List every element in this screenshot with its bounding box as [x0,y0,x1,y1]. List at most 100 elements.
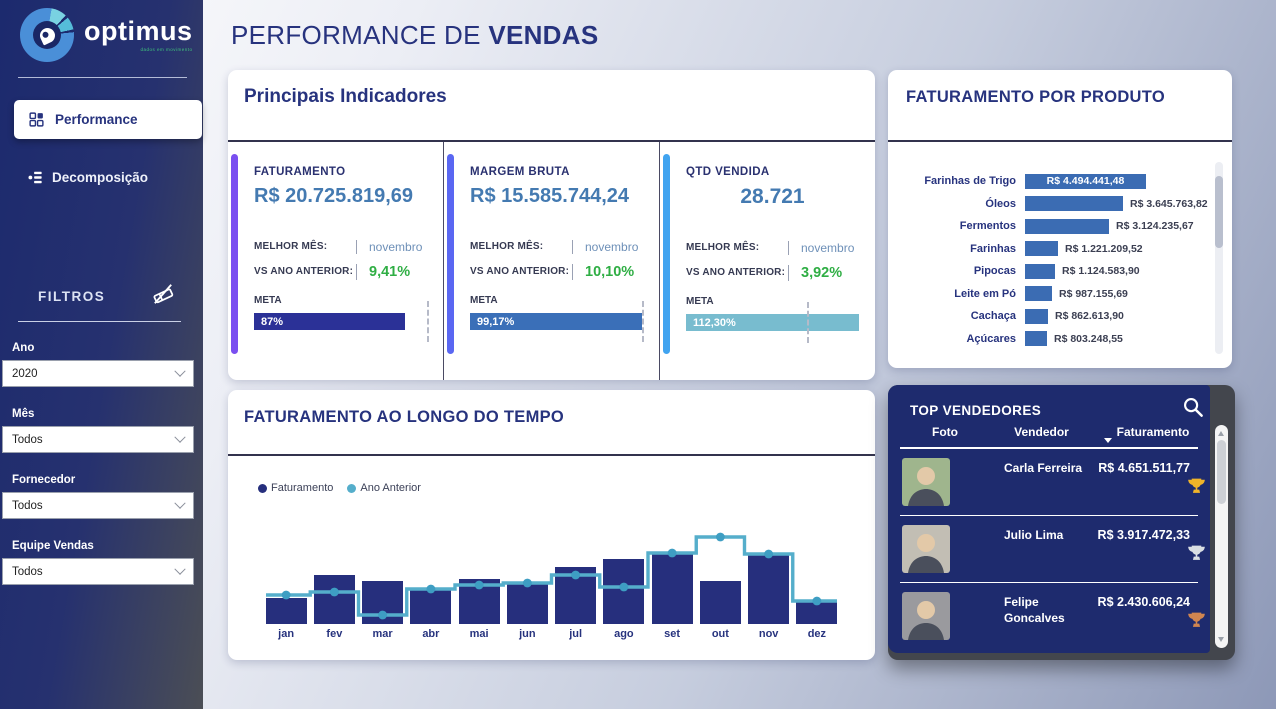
meta-label: META [254,295,282,306]
product-bar[interactable] [1025,196,1123,212]
month-label: abr [422,628,440,640]
column-header-foto[interactable]: Foto [932,425,958,439]
vendor-name: Carla Ferreira [1004,461,1083,475]
kpi-value: R$ 15.585.744,24 [470,185,630,207]
kpi-accent-bar [663,154,670,354]
kpi-label: MARGEM BRUTA [470,166,570,178]
filter-group: Ano 2020 [2,342,194,387]
trophy-icon-bronze [1187,611,1206,635]
line-data-point[interactable] [812,596,822,606]
meta-progress-track: 99,17% [470,301,645,342]
product-bar[interactable] [1025,218,1109,234]
sellers-table: Carla Ferreira R$ 4.651.511,77 Julio Lima… [900,449,1205,651]
revenue-bar[interactable] [265,598,307,624]
product-bar[interactable] [1025,263,1055,279]
column-header-faturamento[interactable]: Faturamento [1093,425,1200,443]
yoy-label: VS ANO ANTERIOR: [470,266,570,277]
line-data-point[interactable] [474,580,484,590]
kpi-label: QTD VENDIDA [686,166,770,178]
decomposition-tree-icon [28,171,42,184]
filter-dropdown[interactable]: Todos [2,558,194,585]
kpi-panel-title: Principais Indicadores [244,86,447,107]
filter-label: Ano [12,342,35,354]
best-month-label: MELHOR MÊS: [470,241,544,252]
top-sellers-title: TOP VENDEDORES [910,403,1042,418]
scrollbar-thumb[interactable] [1215,176,1223,248]
legend-dot [258,483,267,493]
revenue-bar[interactable] [410,589,452,624]
clear-filters-icon[interactable] [151,282,175,311]
kpi-card: QTD VENDIDA 28.721 MELHOR MÊS: novembro VS A… [659,142,875,380]
vendor-name: Julio Lima [1004,528,1064,542]
filter-dropdown[interactable]: Todos [2,492,194,519]
top-sellers-content: TOP VENDEDORES Foto Vendedor Faturamento… [888,385,1210,653]
filters-title: FILTROS [38,289,106,304]
revenue-bar[interactable] [506,583,548,624]
line-data-point[interactable] [329,587,339,597]
column-header-vendedor[interactable]: Vendedor [1014,425,1069,439]
line-data-point[interactable] [764,549,774,559]
kpi-value: R$ 20.725.819,69 [254,185,414,207]
kpi-cards: FATURAMENTO R$ 20.725.819,69 MELHOR MÊS: no… [228,142,875,380]
kpi-accent-bar [447,154,454,354]
filter-label: Mês [12,408,35,420]
vendor-row[interactable]: Julio Lima R$ 3.917.472,33 [900,516,1205,583]
line-data-point[interactable] [715,532,725,542]
sidebar-item-decomposicao[interactable]: Decomposição [28,170,148,185]
line-data-point[interactable] [378,610,388,620]
revenue-bar[interactable] [748,554,790,624]
filter-dropdown[interactable]: Todos [2,426,194,453]
product-bar[interactable] [1025,331,1047,347]
kpi-card: FATURAMENTO R$ 20.725.819,69 MELHOR MÊS: no… [228,142,443,380]
line-data-point[interactable] [281,590,291,600]
dashboard-grid-icon [29,112,44,127]
product-bar[interactable]: R$ 4.494.441,48 [1025,173,1146,189]
meta-progress-track: 112,30% [686,302,859,343]
month-label: fev [326,628,343,640]
revenue-bar[interactable] [651,553,693,624]
yoy-value: 3,92% [788,264,842,281]
sort-desc-icon [1103,438,1112,443]
meta-target-line [807,302,810,343]
x-axis-labels: jan fev mar abr mai jun jul ago set out nov dez [262,628,841,640]
product-row: Fermentos R$ 3.124.235,67 [888,215,1204,238]
sidebar-item-performance[interactable]: Performance [14,100,202,139]
product-bar[interactable] [1025,286,1052,302]
product-value-label: R$ 3.645.763,82 [1130,197,1208,210]
vendor-name: Felipe Goncalves [1004,595,1065,625]
kpi-label: FATURAMENTO [254,166,346,178]
optimus-logo-icon [20,8,74,62]
best-month-value: novembro [356,239,422,254]
revenue-bar[interactable] [603,559,645,624]
line-data-point[interactable] [522,578,532,588]
line-data-point[interactable] [426,584,436,594]
month-label: set [664,628,681,640]
panel-divider [888,140,1232,142]
product-bar[interactable] [1025,241,1058,257]
chevron-down-icon [174,365,186,377]
scrollbar-thumb[interactable] [1217,440,1226,504]
filter-label: Fornecedor [12,474,76,486]
revenue-bar[interactable] [699,581,741,624]
month-label: jun [519,628,536,640]
filter-group: Equipe Vendas Todos [2,540,194,585]
line-data-point[interactable] [571,570,581,580]
sidebar-item-label: Decomposição [52,170,149,185]
filter-value: Todos [12,433,43,446]
filter-dropdown[interactable]: 2020 [2,360,194,387]
line-data-point[interactable] [619,582,629,592]
vendor-row[interactable]: Carla Ferreira R$ 4.651.511,77 [900,449,1205,516]
panel-divider [228,140,875,142]
kpi-panel: Principais Indicadores FATURAMENTO R$ 20.… [228,70,875,380]
product-chart-scrollbar[interactable] [1215,162,1223,354]
product-panel-title: FATURAMENTO POR PRODUTO [906,88,1165,106]
line-data-point[interactable] [667,548,677,558]
revenue-bar[interactable] [313,575,355,624]
search-icon[interactable] [1182,396,1205,424]
product-bar[interactable] [1025,308,1048,324]
brand-tagline: dados em movimento [140,47,193,52]
vendor-row[interactable]: Felipe Goncalves R$ 2.430.606,24 [900,583,1205,649]
sellers-scrollbar[interactable] [1215,425,1228,648]
chevron-down-icon [174,497,186,509]
product-value-label: R$ 4.494.441,48 [1046,175,1125,188]
